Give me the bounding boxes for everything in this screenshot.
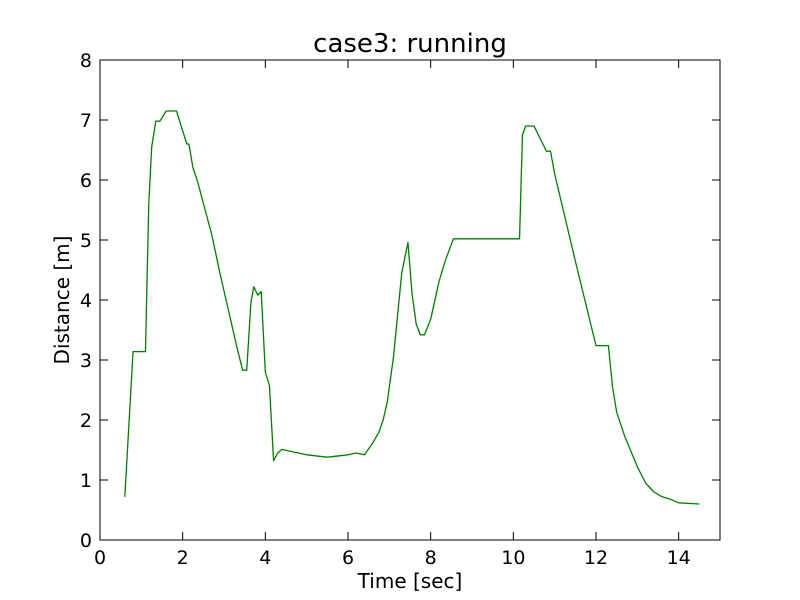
x-axis: 0 2 4 6 8 10 12 14 — [94, 60, 691, 569]
x-tick-label: 10 — [501, 547, 525, 569]
x-tick-label: 12 — [584, 547, 608, 569]
y-axis: 0 1 2 3 4 5 6 7 8 — [80, 50, 720, 552]
x-tick-label: 14 — [667, 547, 691, 569]
y-tick-label: 0 — [80, 530, 92, 552]
x-tick-label: 8 — [425, 547, 437, 569]
y-tick-label: 5 — [80, 230, 92, 252]
y-tick-label: 7 — [80, 110, 92, 132]
plot-area — [100, 60, 720, 540]
series-line — [124, 110, 700, 505]
y-tick-label: 2 — [80, 410, 92, 432]
x-axis-label: Time [sec] — [357, 569, 463, 593]
x-tick-label: 6 — [342, 547, 354, 569]
x-tick-label: 0 — [94, 547, 106, 569]
y-axis-label: Distance [m] — [50, 236, 74, 365]
y-tick-label: 4 — [80, 290, 92, 312]
y-tick-label: 6 — [80, 170, 92, 192]
data-series — [124, 110, 700, 505]
chart-title: case3: running — [313, 29, 507, 59]
x-tick-label: 4 — [259, 547, 271, 569]
x-tick-label: 2 — [177, 547, 189, 569]
y-tick-label: 3 — [80, 350, 92, 372]
y-tick-label: 8 — [80, 50, 92, 72]
y-tick-label: 1 — [80, 470, 92, 492]
